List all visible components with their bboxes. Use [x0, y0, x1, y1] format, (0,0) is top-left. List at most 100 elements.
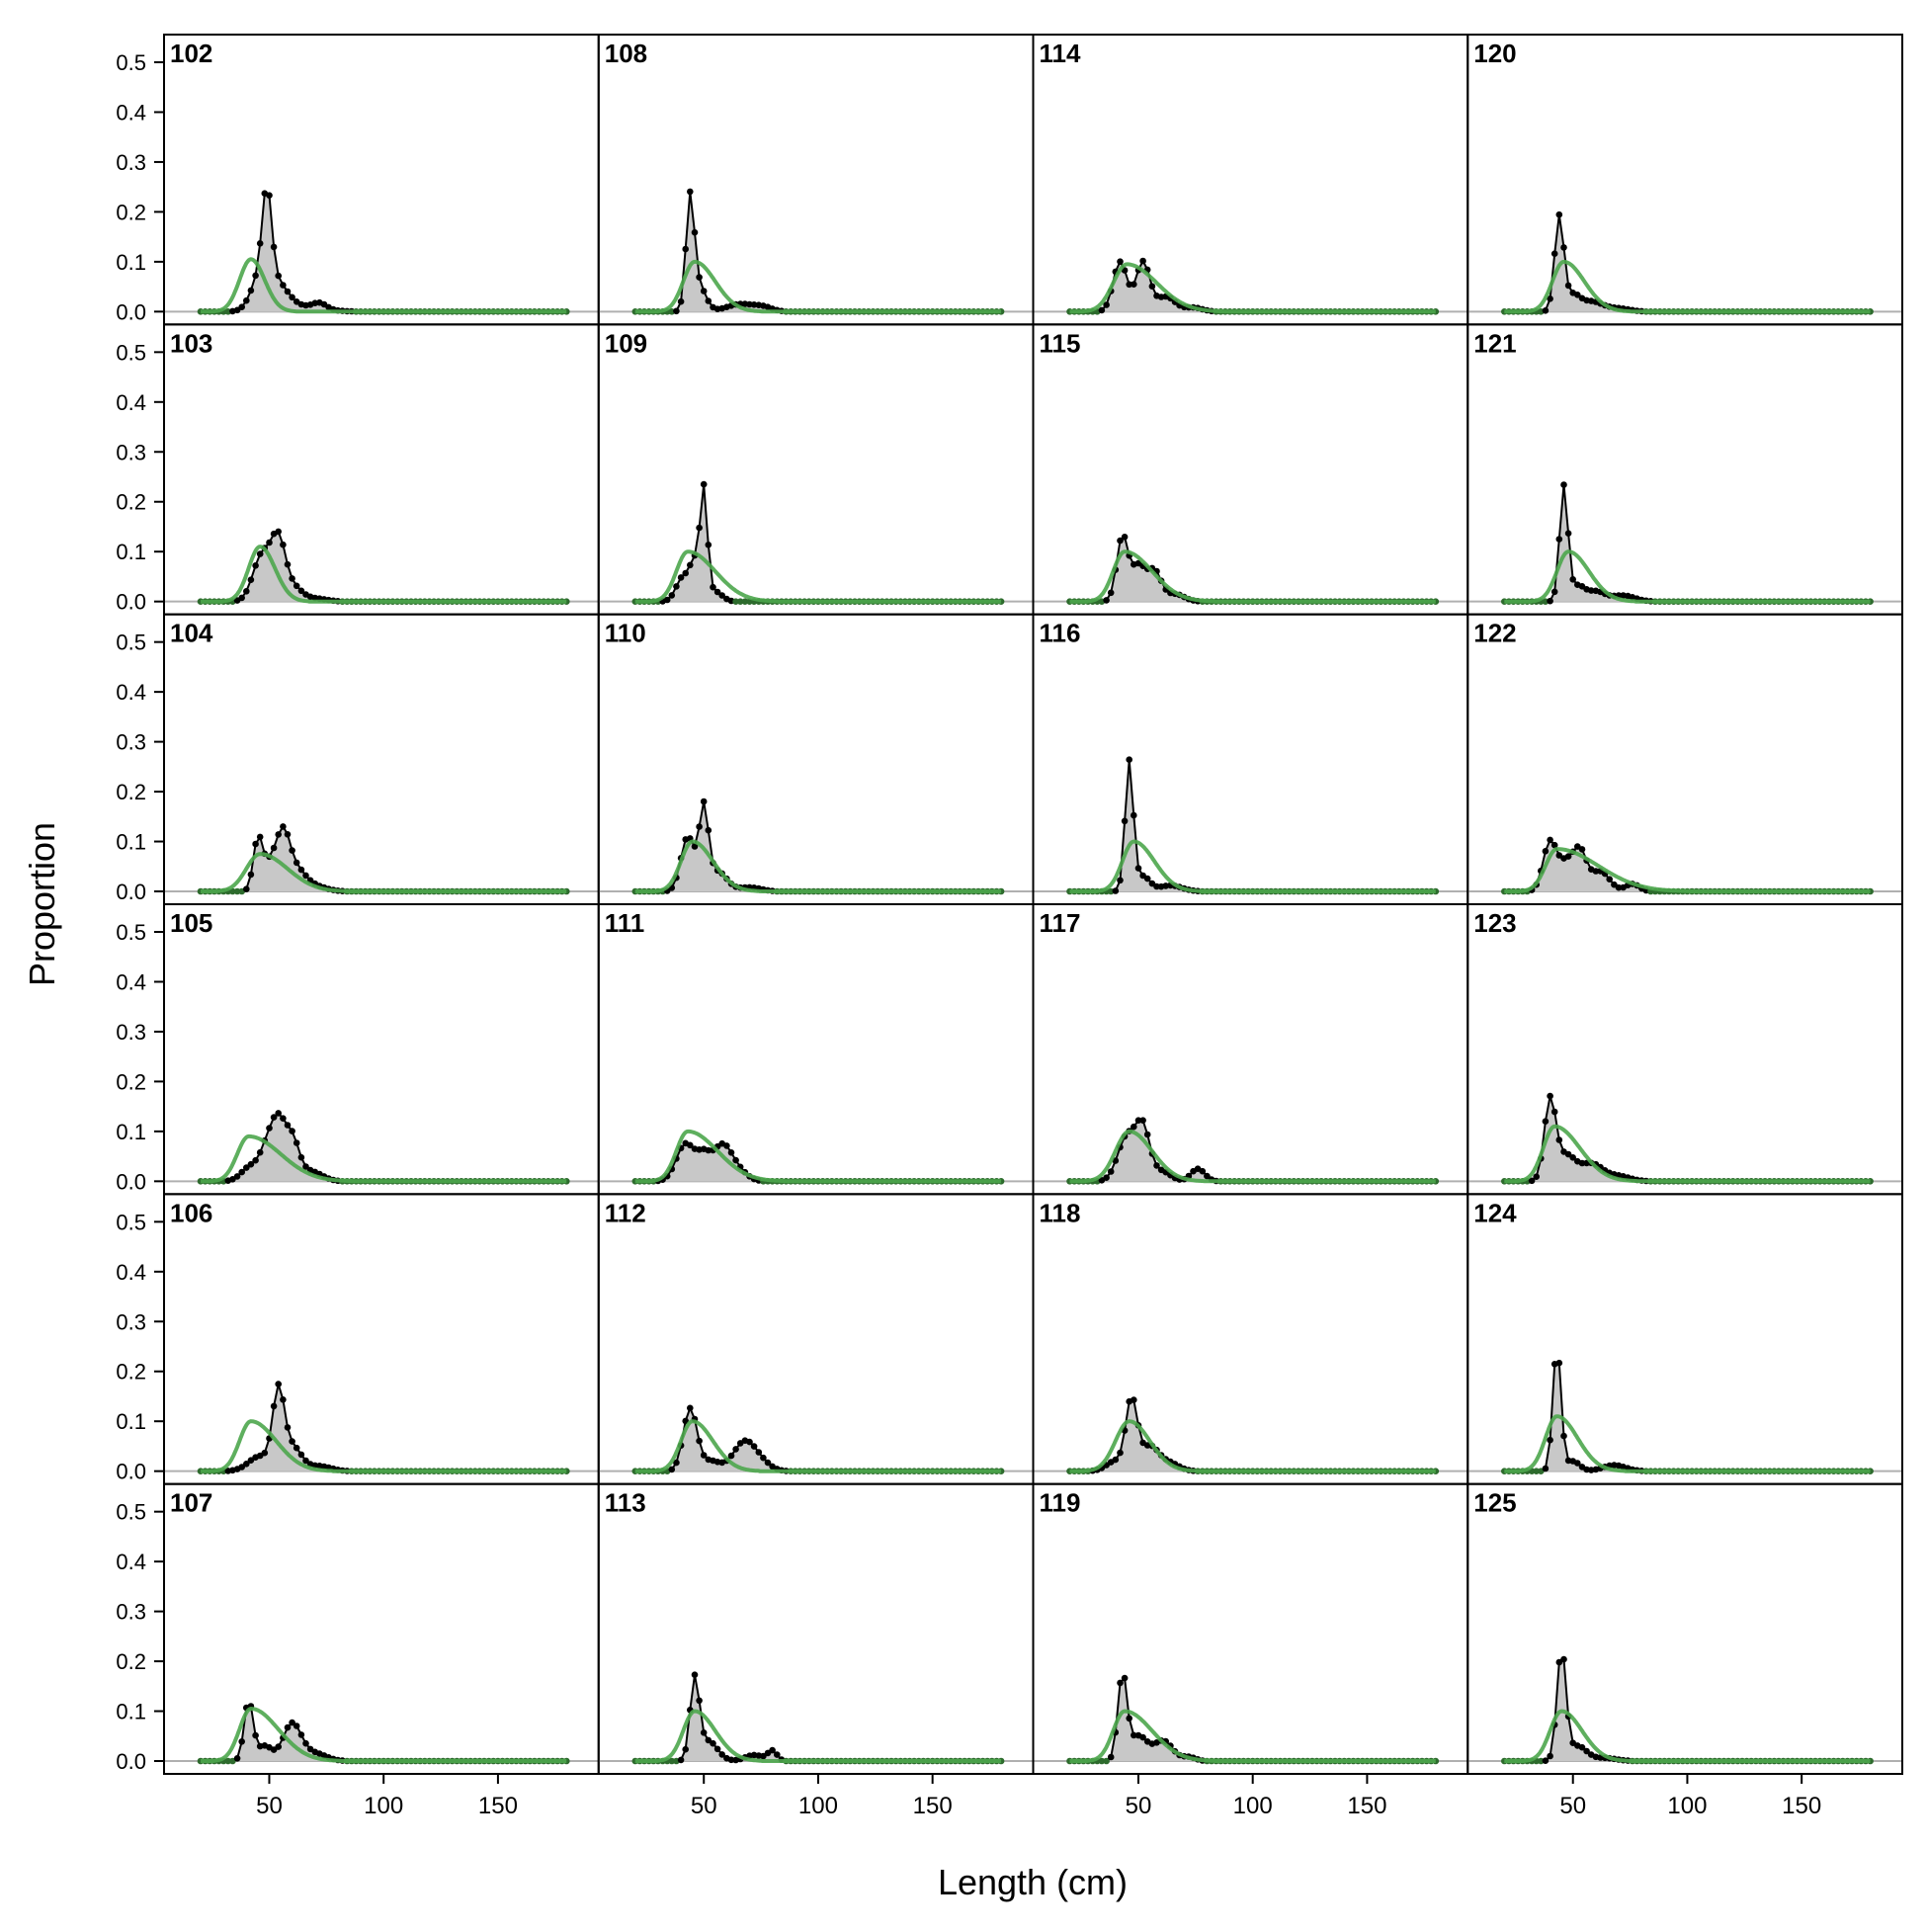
observed-point	[284, 1723, 292, 1731]
observed-point	[1117, 537, 1124, 545]
y-tick-label: 0.1	[116, 830, 146, 855]
observed-point	[270, 1114, 278, 1121]
panel-label: 105	[170, 908, 212, 938]
observed-point	[1131, 811, 1137, 819]
observed-point	[297, 866, 305, 874]
observed-point	[1542, 848, 1550, 855]
panel-label: 123	[1473, 908, 1516, 938]
observed-point	[293, 859, 300, 867]
panel-frame	[1032, 613, 1469, 906]
observed-point	[252, 1731, 259, 1739]
observed-point	[1139, 257, 1146, 265]
observed-point	[705, 542, 712, 548]
observed-area	[201, 1113, 567, 1182]
panel-label: 117	[1040, 908, 1081, 938]
x-tick-label: 50	[1126, 1793, 1152, 1819]
expected-line	[1069, 549, 1436, 604]
observed-point	[668, 1466, 676, 1473]
observed-point	[1564, 853, 1572, 860]
y-tick-label: 0.3	[116, 1600, 146, 1625]
y-tick-label: 0.1	[116, 250, 146, 275]
panel-frame	[1032, 1193, 1469, 1485]
observed-point	[297, 1153, 305, 1161]
panel-frame	[1466, 34, 1903, 326]
panel-label: 112	[605, 1198, 646, 1227]
observed-point	[1528, 1177, 1536, 1185]
observed-point	[1121, 534, 1129, 541]
expected-line	[1069, 839, 1436, 893]
observed-point	[252, 272, 259, 280]
observed-point	[1143, 875, 1151, 882]
panel-label: 103	[170, 328, 212, 358]
expected-line	[201, 1134, 567, 1184]
observed-point	[302, 1739, 309, 1747]
expected-line	[1504, 1709, 1871, 1763]
observed-point	[280, 823, 287, 830]
panel-label: 118	[1040, 1198, 1081, 1227]
y-tick-label: 0.3	[116, 440, 146, 464]
observed-point	[280, 282, 287, 289]
observed-area	[201, 826, 567, 891]
y-tick-label: 0.3	[116, 1020, 146, 1045]
observed-point	[297, 1731, 305, 1738]
panel-frame	[597, 34, 1035, 326]
observed-point	[1547, 1752, 1553, 1760]
y-tick-label: 0.5	[116, 50, 146, 75]
observed-point	[243, 296, 250, 304]
y-tick-label: 0.5	[116, 1210, 146, 1234]
observed-point	[1564, 530, 1572, 537]
panel-label: 107	[170, 1488, 212, 1518]
expected-line	[1504, 549, 1871, 604]
observed-point	[280, 1115, 287, 1122]
observed-point	[696, 1697, 703, 1705]
observed-point	[238, 1168, 245, 1176]
panel-frame	[1032, 1482, 1469, 1775]
y-tick-label: 0.1	[116, 1700, 146, 1724]
y-tick-label: 0.2	[116, 1649, 146, 1674]
observed-point	[293, 1722, 300, 1729]
observed-point	[247, 1160, 255, 1168]
observed-point	[247, 871, 255, 879]
observed-point	[243, 1461, 250, 1468]
expected-line	[1069, 262, 1436, 314]
observed-point	[718, 592, 725, 599]
observed-point	[1134, 1117, 1142, 1124]
observed-point	[1533, 1173, 1540, 1180]
observed-point	[1131, 1731, 1137, 1739]
zero-point	[736, 598, 744, 605]
observed-point	[293, 1444, 300, 1452]
observed-point	[1131, 1396, 1137, 1403]
panel-frame	[163, 323, 600, 616]
observed-point	[1550, 250, 1558, 257]
expected-line	[1069, 1709, 1436, 1763]
observed-point	[1131, 1123, 1137, 1131]
observed-point	[289, 575, 295, 582]
panel-frame	[163, 613, 600, 906]
panel-frame	[1032, 34, 1469, 326]
panel-label: 125	[1473, 1488, 1516, 1518]
expected-line	[201, 545, 567, 604]
zero-point	[668, 1757, 676, 1765]
panel-label: 121	[1473, 328, 1516, 358]
observed-point	[1547, 1092, 1553, 1100]
y-tick-label: 0.5	[116, 1500, 146, 1525]
observed-point	[1112, 1456, 1120, 1464]
observed-point	[1131, 281, 1137, 289]
zero-point	[233, 887, 241, 895]
observed-point	[727, 1149, 735, 1156]
y-tick-label: 0.3	[116, 1309, 146, 1334]
expected-line	[1504, 259, 1871, 314]
y-tick-label: 0.5	[116, 340, 146, 365]
panel-label: 114	[1040, 39, 1081, 68]
observed-point	[696, 524, 703, 532]
panel-label: 119	[1040, 1488, 1081, 1518]
observed-point	[746, 1438, 753, 1446]
panel-label: 102	[170, 39, 212, 68]
y-tick-label: 0.5	[116, 920, 146, 945]
panel-frame	[1466, 1482, 1903, 1775]
observed-point	[700, 798, 708, 805]
observed-point	[755, 1449, 763, 1456]
y-tick-label: 0.3	[116, 150, 146, 175]
observed-point	[284, 288, 292, 295]
observed-point	[1143, 1131, 1151, 1138]
